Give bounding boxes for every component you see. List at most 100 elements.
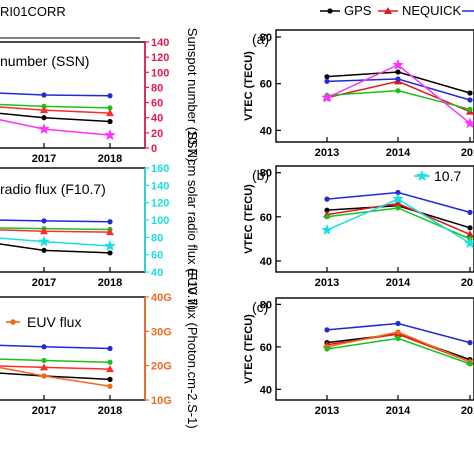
x-tick-label: 2018 xyxy=(98,405,122,417)
y-tick-label-right: 20 xyxy=(151,128,163,140)
x-tick-label: 201 xyxy=(461,277,474,289)
x-tick-label: 2017 xyxy=(32,277,56,289)
data-point xyxy=(324,74,330,80)
y-tick-label-right: 120 xyxy=(151,52,169,64)
x-tick-label: 2017 xyxy=(32,405,56,417)
data-point xyxy=(467,361,473,367)
data-point xyxy=(392,59,404,70)
y-tick-label-right: 40 xyxy=(151,113,163,125)
data-point xyxy=(324,327,330,333)
data-point xyxy=(394,199,402,207)
panel-title: radio flux (F10.7) xyxy=(0,181,106,197)
series xyxy=(0,103,113,111)
y-tick-label-right: 40 xyxy=(151,267,163,279)
series xyxy=(324,320,473,346)
data-point xyxy=(41,247,47,253)
data-point xyxy=(40,106,48,114)
series-line xyxy=(0,358,111,363)
chart-left-euv: 2017 2018 10G 20G 30G 40G EUV flux (Photon.cm-… xyxy=(0,268,200,429)
y-tick-label: 40 xyxy=(260,256,272,268)
y-tick-label-right: 140 xyxy=(151,37,169,49)
data-point xyxy=(107,345,113,352)
series-line xyxy=(0,112,111,123)
data-point xyxy=(395,88,401,94)
data-point xyxy=(106,365,114,373)
data-point xyxy=(324,78,330,84)
series-line xyxy=(0,344,111,350)
data-point xyxy=(395,189,401,196)
series-line xyxy=(0,227,111,231)
series xyxy=(0,235,116,251)
y-axis-label: VTEC (TECU) xyxy=(243,51,255,121)
series-line xyxy=(326,80,471,113)
data-point xyxy=(41,115,47,121)
data-point xyxy=(467,209,473,215)
data-point xyxy=(321,91,333,103)
series-line xyxy=(0,92,111,97)
series xyxy=(0,372,113,382)
data-point xyxy=(107,376,113,382)
data-point xyxy=(38,235,50,247)
x-tick-label: 2018 xyxy=(98,153,122,165)
series xyxy=(324,335,473,367)
data-point xyxy=(40,227,48,235)
data-point xyxy=(40,363,48,371)
y-axis-label: VTEC (TECU) xyxy=(243,184,255,254)
data-point xyxy=(324,207,330,213)
y-tick-label-right: 20G xyxy=(151,361,172,373)
panel-letter: (a) xyxy=(252,31,269,47)
y-tick-label: 40 xyxy=(260,125,272,137)
legend-marker xyxy=(10,319,16,325)
data-point xyxy=(107,250,113,256)
panel-letter: (b) xyxy=(252,167,269,183)
x-tick-label: 2013 xyxy=(315,147,339,159)
data-point xyxy=(106,109,114,117)
legend-marker xyxy=(327,8,333,14)
data-point xyxy=(467,90,473,96)
data-point xyxy=(41,373,47,379)
series xyxy=(321,193,474,249)
data-point xyxy=(392,193,404,204)
data-point xyxy=(395,69,401,75)
y-tick-label-right: 30G xyxy=(151,326,172,338)
series xyxy=(0,218,113,225)
series-line xyxy=(0,103,111,109)
series xyxy=(0,106,114,117)
series xyxy=(324,69,473,96)
data-point xyxy=(38,123,50,134)
series xyxy=(0,344,113,352)
y-tick-label-right: 100 xyxy=(151,215,169,227)
legend-label: 10.7 xyxy=(434,168,461,184)
series xyxy=(0,119,116,140)
y-tick-label: 60 xyxy=(260,342,272,354)
y-tick-label: 40 xyxy=(260,384,272,396)
data-point xyxy=(324,196,330,202)
data-point xyxy=(107,219,113,225)
x-tick-label: 201 xyxy=(461,147,474,159)
y-tick-label-right: 40G xyxy=(151,292,172,304)
y-tick-label-right: 100 xyxy=(151,67,169,79)
series xyxy=(321,59,474,129)
data-point xyxy=(107,383,113,389)
x-tick-label: 2013 xyxy=(315,405,339,417)
data-point xyxy=(467,97,473,103)
x-tick-label: 2013 xyxy=(315,277,339,289)
series xyxy=(324,189,473,215)
x-tick-label: 2018 xyxy=(98,277,122,289)
data-point xyxy=(321,224,333,235)
data-point xyxy=(324,214,330,220)
y-tick-label-right: 160 xyxy=(151,163,169,175)
series xyxy=(0,357,113,365)
y-tick-label: 80 xyxy=(260,32,272,44)
data-point xyxy=(107,118,113,125)
x-tick-label: 2014 xyxy=(386,147,411,159)
plot-frame xyxy=(275,29,474,143)
series xyxy=(0,363,114,373)
series xyxy=(0,92,113,99)
data-point xyxy=(41,357,47,364)
data-point xyxy=(104,240,116,251)
plot-frame xyxy=(275,297,474,401)
data-point xyxy=(464,117,474,129)
corner-label: RI01CORR xyxy=(0,4,66,19)
